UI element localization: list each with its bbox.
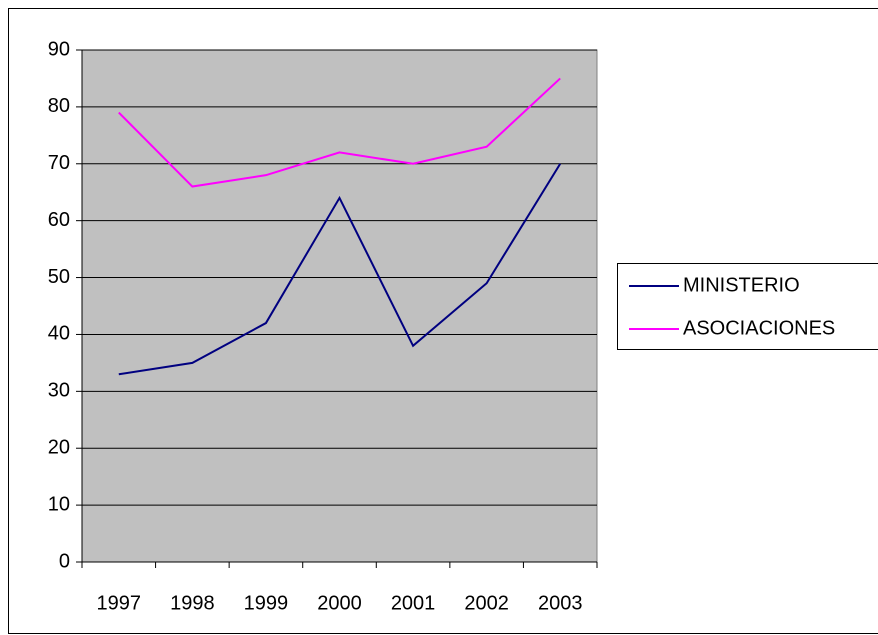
series-line [118,77,561,188]
y-tick-label: 0 [59,550,70,572]
y-tick-label: 40 [48,323,70,345]
y-tick-label: 20 [48,437,70,459]
x-tick-label: 1997 [97,592,142,614]
x-tick-label: 2003 [538,592,583,614]
x-tick-label: 1998 [170,592,215,614]
legend-label: ASOCIACIONES [683,317,835,339]
y-tick-label: 30 [48,380,70,402]
legend-box [617,263,878,350]
y-tick-label: 60 [48,209,70,231]
series-line [118,163,562,376]
x-tick-label: 2000 [317,592,362,614]
y-tick-label: 10 [48,493,70,515]
x-tick-label: 1999 [244,592,289,614]
y-tick-label: 90 [48,38,70,60]
plot-area [81,49,598,563]
legend-label: MINISTERIO [683,274,800,296]
y-tick-label: 80 [48,95,70,117]
y-tick-label: 50 [48,266,70,288]
x-tick-label: 2002 [464,592,509,614]
y-tick-label: 70 [48,152,70,174]
x-tick-label: 2001 [391,592,436,614]
